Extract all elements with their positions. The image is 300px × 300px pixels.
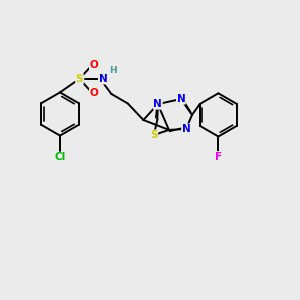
- Text: F: F: [215, 152, 222, 162]
- Text: N: N: [98, 74, 107, 84]
- Text: O: O: [89, 60, 98, 70]
- Text: N: N: [176, 94, 185, 104]
- Text: N: N: [182, 124, 190, 134]
- Text: Cl: Cl: [54, 152, 66, 162]
- Text: H: H: [109, 66, 116, 75]
- Text: S: S: [76, 74, 83, 84]
- Text: N: N: [153, 99, 162, 109]
- Text: S: S: [150, 130, 158, 140]
- Text: O: O: [89, 88, 98, 98]
